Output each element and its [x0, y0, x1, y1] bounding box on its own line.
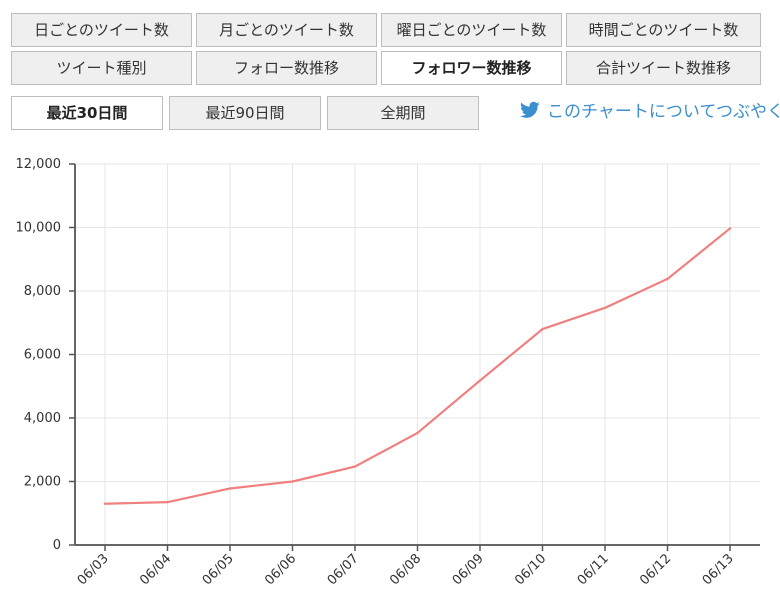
tab-follower-trend[interactable]: フォロワー数推移: [381, 51, 562, 85]
data-point: [228, 487, 232, 490]
x-tick-label: 06/06: [262, 551, 299, 588]
period-selector: 最近30日間 最近90日間 全期間: [11, 96, 485, 130]
data-point: [666, 277, 669, 281]
tab-monthly-tweets[interactable]: 月ごとのツイート数: [196, 13, 377, 47]
x-tick-label: 06/07: [325, 551, 362, 588]
x-tick-label: 06/05: [200, 551, 237, 588]
period-last-90-days[interactable]: 最近90日間: [169, 96, 321, 130]
x-tick-label: 06/03: [75, 551, 112, 588]
twitter-bird-icon: [520, 101, 540, 118]
x-tick-label: 06/11: [575, 551, 612, 588]
x-axis-ticks: 06/03 06/04 06/05 06/06 06/07 06/08 06/09 06/10…: [75, 545, 737, 588]
chart-series: [103, 227, 732, 505]
tab-hourly-tweets[interactable]: 時間ごとのツイート数: [566, 13, 761, 47]
data-point: [541, 327, 544, 331]
x-tick-label: 06/10: [512, 551, 549, 588]
tab-tweet-types[interactable]: ツイート種別: [11, 51, 192, 85]
tab-following-trend[interactable]: フォロー数推移: [196, 51, 377, 85]
data-point: [103, 502, 107, 505]
y-tick-label: 8,000: [24, 284, 61, 299]
x-tick-label: 06/12: [637, 551, 674, 588]
y-tick-label: 10,000: [16, 221, 62, 236]
chart-grid: [75, 163, 760, 545]
tab-weekday-tweets[interactable]: 曜日ごとのツイート数: [381, 13, 562, 47]
x-tick-label: 06/08: [387, 551, 424, 588]
y-axis-ticks: 0 2,000 4,000 6,000 8,000 10,000 12,000: [16, 157, 75, 553]
tweet-about-chart-link[interactable]: このチャートについてつぶやく: [520, 97, 780, 122]
y-tick-label: 12,000: [16, 157, 62, 172]
period-last-30-days[interactable]: 最近30日間: [11, 96, 163, 130]
y-tick-label: 2,000: [24, 475, 61, 490]
data-point: [166, 500, 169, 504]
data-point: [353, 465, 357, 468]
x-tick-label: 06/04: [137, 551, 174, 588]
period-all-time[interactable]: 全期間: [327, 96, 479, 130]
data-point: [416, 431, 419, 435]
y-tick-label: 6,000: [24, 348, 61, 363]
tab-row-2: ツイート種別 フォロー数推移 フォロワー数推移 合計ツイート数推移: [11, 51, 761, 85]
data-point: [603, 306, 607, 310]
data-point: [728, 227, 732, 230]
tab-total-tweets-trend[interactable]: 合計ツイート数推移: [566, 51, 761, 85]
x-tick-label: 06/13: [700, 551, 737, 588]
tab-row-1: 日ごとのツイート数 月ごとのツイート数 曜日ごとのツイート数 時間ごとのツイート…: [11, 13, 761, 47]
tab-daily-tweets[interactable]: 日ごとのツイート数: [11, 13, 192, 47]
chart-tabs: 日ごとのツイート数 月ごとのツイート数 曜日ごとのツイート数 時間ごとのツイート…: [11, 13, 761, 89]
x-tick-label: 06/09: [450, 551, 487, 588]
data-point: [478, 379, 482, 382]
data-point: [291, 480, 294, 483]
tweet-link-label: このチャートについてつぶやく: [547, 102, 780, 122]
y-tick-label: 0: [53, 538, 61, 553]
y-tick-label: 4,000: [24, 411, 61, 426]
